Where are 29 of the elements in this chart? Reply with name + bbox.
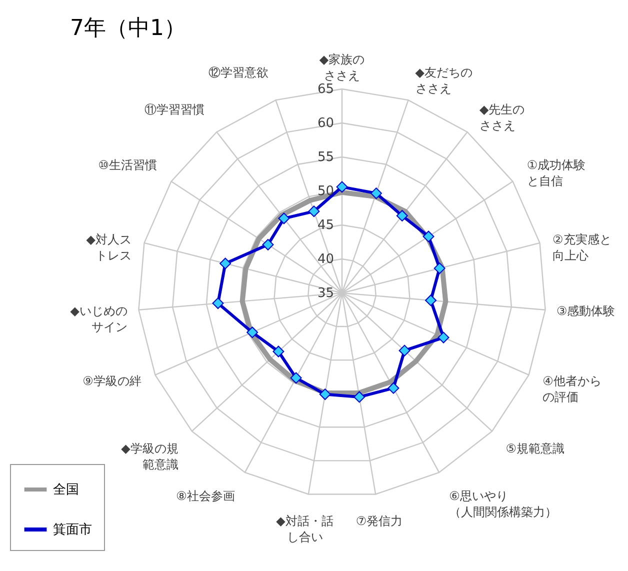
y-tick-label: 50 [317, 184, 334, 199]
legend-label: 全国 [53, 482, 79, 498]
legend-label: 箕面市 [53, 522, 92, 538]
spoke-label: ⑫学習意欲 [208, 65, 269, 80]
spoke-label: ◆いじめのサイン [70, 304, 128, 334]
y-tick-label: 65 [317, 82, 334, 97]
spoke-label: ③感動体験 [556, 304, 616, 318]
spoke-label: ②充実感と向上心 [552, 232, 612, 263]
spoke-label: ④他者からの評価 [542, 374, 602, 404]
spoke-label: ⑪学習習慣 [144, 102, 205, 116]
chart-title: 7年（中1） [70, 16, 186, 41]
y-tick-label: 35 [317, 286, 334, 301]
spoke-label: ⑨学級の絆 [82, 374, 142, 388]
y-tick-label: 45 [317, 218, 334, 233]
spoke-label: ◆先生のささえ [479, 102, 525, 132]
spoke-label: ◆家族のささえ [319, 52, 365, 83]
spoke-label: ◆友だちのささえ [415, 65, 473, 96]
spoke-label: ⑩生活習慣 [98, 158, 158, 172]
spoke-label: ⑤規範意識 [506, 442, 564, 456]
spoke-label: ⑦発信力 [356, 514, 403, 528]
spoke-label: ⑥思いやり（人間関係構築力） [449, 488, 558, 519]
spoke-label: ◆学級の規範意識 [121, 442, 178, 472]
spoke-label: ◆対人ストレス [86, 232, 132, 263]
spoke-label: ⑧社会参画 [176, 488, 235, 503]
y-tick-label: 60 [317, 116, 334, 131]
y-tick-label: 55 [317, 150, 334, 165]
y-tick-label: 40 [317, 252, 334, 267]
spoke-label: ◆対話・話し合い [276, 514, 334, 544]
spoke-label: ①成功体験と自信 [526, 158, 586, 188]
